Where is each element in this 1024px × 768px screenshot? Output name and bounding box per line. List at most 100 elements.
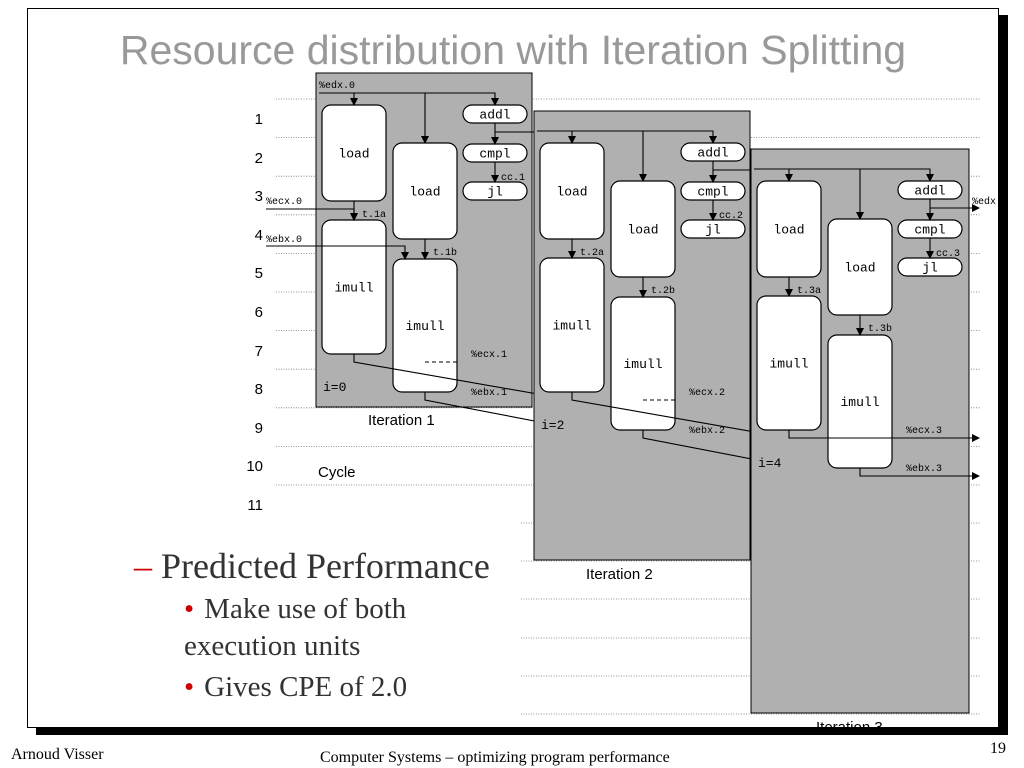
iteration-1-label: Iteration 1 — [368, 412, 435, 429]
jl-box-label: jl — [922, 261, 938, 276]
cycle-number: 9 — [254, 419, 263, 437]
footer-author: Arnoud Visser — [11, 746, 104, 763]
ecx-out-label: %ecx.2 — [689, 388, 725, 399]
imull-box-label: imull — [769, 357, 808, 372]
bullet-item-text: Gives CPE of 2.0 — [204, 671, 408, 704]
page-number: 19 — [990, 740, 1006, 757]
jl-box: jl — [897, 257, 963, 277]
edx-flow — [754, 168, 934, 182]
imull-box: imull — [539, 257, 605, 393]
ebx-out-label: %ebx.3 — [906, 463, 942, 475]
ecx-out-flow — [788, 430, 980, 442]
load-box: load — [827, 218, 893, 316]
edx-in-label: %edx.0 — [319, 80, 355, 92]
iteration-index-label: i=2 — [541, 418, 564, 433]
load-box-label: load — [627, 223, 658, 238]
cmpl-box-label: cmpl — [697, 185, 728, 200]
t-b-label: t.1b — [433, 247, 457, 259]
load-box-label: load — [409, 185, 440, 200]
t-a-label: t.2a — [580, 248, 604, 259]
bullet-heading-text: Predicted Performance — [161, 546, 490, 586]
imull-box-label: imull — [405, 319, 444, 334]
cycle-number: 3 — [254, 188, 263, 206]
cycle-number: 2 — [254, 149, 263, 167]
imull-box-label: imull — [623, 357, 662, 372]
bullet-item: • Gives CPE of 2.0 — [184, 669, 490, 706]
ecx-out-label: %ecx.3 — [906, 426, 942, 437]
load-box: load — [756, 180, 822, 278]
cycle-number: 4 — [254, 226, 263, 244]
iteration-index-label: i=4 — [758, 456, 782, 471]
imull-box: imull — [756, 295, 822, 431]
imull-box: imull — [827, 334, 893, 469]
jl-box-label: jl — [487, 185, 503, 200]
cycle-number: 8 — [254, 381, 263, 399]
slide: Resource distribution with Iteration Spl… — [27, 8, 999, 728]
load-box-label: load — [556, 185, 587, 200]
t-a-label: t.3a — [797, 286, 821, 297]
bullet-item-text: Make use of both execution units — [184, 593, 407, 663]
addl-box: addl — [897, 180, 963, 200]
addl-box: addl — [680, 142, 746, 162]
bullet-marker: • — [184, 593, 195, 625]
jl-box: jl — [680, 219, 746, 239]
cycle-number: 11 — [247, 497, 263, 514]
imull-box-label: imull — [334, 281, 373, 296]
load-box: load — [392, 142, 458, 240]
load-box-label: load — [773, 223, 804, 238]
bullet-marker: • — [184, 671, 195, 704]
iteration-1-panel: %edx.0loadloadaddlcmpljlimullimull%edx.1… — [266, 72, 719, 439]
iteration-3-label: Iteration 3 — [816, 719, 883, 728]
ecx-in-flow — [266, 208, 358, 221]
bullet-heading: – Predicted Performance — [134, 545, 490, 587]
ebx-in-label: %ebx.0 — [266, 234, 302, 246]
ebx-in-flow — [266, 245, 409, 260]
cycle-number: 5 — [254, 265, 263, 283]
t-a-label: t.1a — [362, 210, 386, 221]
cycle-number: 7 — [254, 342, 263, 360]
ebx-out-flow — [859, 468, 980, 480]
footer-course: Computer Systems – optimizing program pe… — [320, 749, 670, 766]
ebx-out-label: %ebx.1 — [471, 387, 507, 399]
imull-box: imull — [321, 219, 387, 355]
addl-box-label: addl — [697, 146, 728, 161]
cmpl-box-label: cmpl — [479, 147, 510, 162]
jl-box-label: jl — [705, 223, 721, 238]
load-box: load — [321, 104, 387, 202]
cycle-number: 10 — [246, 458, 263, 476]
cc-label: cc.3 — [936, 249, 960, 260]
addl-box-label: addl — [479, 108, 510, 123]
ecx-in-label: %ecx.0 — [266, 197, 302, 208]
iteration-index-label: i=0 — [323, 380, 346, 395]
t-b-label: t.2b — [651, 285, 675, 297]
imull-box-label: imull — [552, 319, 591, 334]
iteration-3-panel: load load addl cmpl jl imull imull %edx.3 cc.3 t.… — [750, 148, 999, 714]
load-box: load — [539, 142, 605, 240]
cmpl-box-label: cmpl — [914, 223, 945, 238]
dash-marker: – — [134, 546, 152, 586]
cycle-number: 1 — [254, 111, 263, 128]
cycle-label: Cycle — [318, 464, 356, 481]
load-box: load — [610, 180, 676, 278]
cc-label: cc.1 — [501, 173, 525, 184]
bullet-list: – Predicted Performance • Make use of bot… — [134, 545, 490, 706]
load-box-label: load — [338, 147, 369, 162]
iteration-diagram: %edx.0loadloadaddlcmpljlimullimull%edx.1… — [266, 72, 999, 715]
imull-box: imull — [610, 296, 676, 431]
ecx-out-label: %ecx.1 — [471, 350, 507, 361]
jl-box: jl — [462, 181, 528, 201]
iteration-2-label: Iteration 2 — [586, 566, 653, 583]
addl-box-label: addl — [914, 184, 945, 199]
cycle-number: 6 — [254, 304, 263, 321]
cmpl-box: cmpl — [897, 219, 963, 239]
edx-out-label: %edx.3 — [972, 196, 999, 208]
cmpl-box: cmpl — [462, 143, 528, 163]
edx-flow — [537, 130, 717, 144]
edx-flow — [319, 92, 499, 106]
t-b-label: t.3b — [868, 323, 892, 335]
load-box-label: load — [844, 261, 875, 276]
cc-label: cc.2 — [719, 211, 743, 222]
cmpl-box: cmpl — [680, 181, 746, 201]
imull-box: imull — [392, 258, 458, 393]
ebx-out-label: %ebx.2 — [689, 425, 725, 437]
